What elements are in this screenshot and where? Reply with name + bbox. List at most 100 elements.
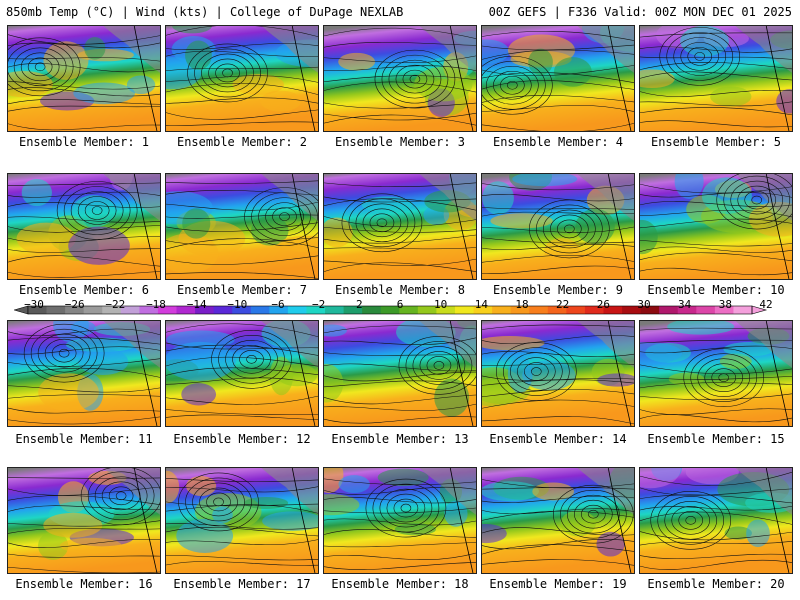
colorbar-swatch: [492, 306, 512, 314]
temperature-wind-map: [8, 468, 160, 573]
temperature-anomaly: [338, 52, 376, 71]
temperature-wind-map: [482, 468, 634, 573]
colorbar-swatch: [28, 306, 47, 314]
height-contour: [13, 47, 67, 87]
cold-air-region: [735, 26, 792, 73]
height-contour: [187, 43, 268, 103]
wind-streamline: [640, 408, 792, 415]
height-contour: [704, 363, 744, 392]
wind-streamline: [640, 382, 792, 389]
temperature-anomaly: [232, 74, 284, 95]
wind-streamline: [640, 183, 792, 194]
wind-streamline: [640, 107, 792, 116]
height-contour: [87, 471, 155, 521]
height-contour: [194, 48, 261, 98]
colorbar-tick-label: 18: [515, 298, 529, 311]
wind-streamline: [482, 559, 634, 566]
wind-streamline: [324, 529, 476, 538]
wind-streamline: [482, 244, 634, 250]
wind-streamline: [324, 478, 476, 486]
ensemble-map-panel: [165, 25, 319, 132]
wind-streamline: [324, 182, 476, 187]
wind-streamline: [482, 487, 634, 490]
colorbar-tick-label: −10: [227, 298, 248, 311]
ensemble-member-caption: Ensemble Member: 8: [334, 283, 466, 297]
wind-streamline: [8, 528, 160, 534]
height-contour: [557, 219, 582, 239]
height-contour: [51, 343, 77, 363]
height-contour: [246, 354, 257, 364]
wind-streamline: [8, 337, 160, 345]
height-contour: [192, 482, 245, 522]
colorbar-swatch: [65, 306, 85, 314]
wind-streamline: [640, 339, 792, 344]
temperature-anomaly: [597, 373, 634, 387]
height-contour: [493, 70, 532, 100]
cold-air-region: [103, 321, 160, 368]
height-contour: [657, 496, 725, 545]
wind-streamline: [324, 486, 476, 495]
height-contour: [37, 333, 91, 373]
coastline: [607, 174, 632, 279]
height-contour: [225, 339, 278, 379]
colorbar-tick-label: −26: [64, 298, 85, 311]
wind-streamline: [166, 237, 318, 246]
coastline: [607, 468, 632, 573]
ensemble-map-panel: [165, 467, 319, 574]
height-contour: [400, 503, 412, 513]
temperature-anomaly: [38, 373, 99, 412]
wind-streamline: [640, 511, 792, 525]
colorbar-swatch: [120, 306, 140, 314]
temperature-anomaly: [668, 372, 705, 386]
colorbar-swatch: [640, 306, 660, 314]
height-contour: [659, 27, 741, 86]
wind-streamline: [166, 486, 318, 493]
colorbar-tick-label: 26: [596, 298, 610, 311]
wind-streamline: [324, 416, 476, 424]
wind-streamline: [324, 226, 476, 233]
height-contour: [362, 208, 402, 238]
temperature-wind-map: [324, 26, 476, 131]
colorbar-swatch: [362, 306, 382, 314]
height-contour: [63, 186, 131, 235]
wind-streamline: [166, 478, 318, 482]
colorbar-swatch: [473, 306, 493, 314]
height-contour: [402, 69, 428, 89]
wind-streamline: [8, 477, 160, 479]
wind-streamline: [640, 540, 792, 546]
coastline: [291, 26, 316, 131]
ensemble-member-caption: Ensemble Member: 3: [334, 135, 466, 149]
wind-streamline: [482, 544, 634, 555]
temperature-anomaly: [680, 26, 729, 57]
temperature-wind-map: [482, 174, 634, 279]
wind-streamline: [640, 62, 792, 70]
ensemble-member-caption: Ensemble Member: 20: [647, 577, 785, 591]
height-contour: [567, 494, 620, 534]
wind-streamline: [640, 209, 792, 218]
height-contour: [94, 476, 148, 516]
colorbar-tick-label: 34: [678, 298, 692, 311]
wind-streamline: [8, 80, 160, 90]
wind-streamline: [8, 255, 160, 267]
height-contour: [560, 489, 627, 539]
temperature-anomaly: [338, 475, 370, 494]
ensemble-map-panel: [323, 320, 477, 427]
colorbar-tick-label: −6: [271, 298, 285, 311]
wind-streamline: [640, 505, 792, 511]
height-contour: [27, 57, 53, 77]
wind-streamline: [482, 65, 634, 77]
cold-air-region: [261, 26, 318, 73]
temperature-anomaly: [38, 531, 69, 560]
colorbar-tick-label: −14: [186, 298, 207, 311]
temperature-anomaly: [640, 219, 658, 255]
wind-streamline: [482, 379, 634, 386]
colorbar-swatch: [417, 306, 437, 314]
height-contour: [381, 54, 449, 104]
temperature-wind-map: [640, 321, 792, 426]
wind-streamline: [8, 182, 160, 186]
ensemble-map-panel: [639, 173, 793, 280]
wind-streamline: [166, 561, 318, 566]
temperature-anomaly: [377, 468, 429, 487]
colorbar-swatch: [399, 306, 419, 314]
height-contour: [341, 193, 423, 253]
